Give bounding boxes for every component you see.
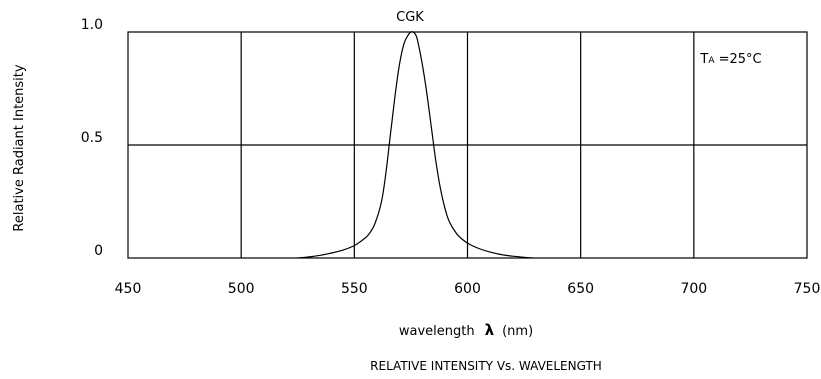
y-axis-tick-labels: 0 0.5 1.0	[81, 17, 103, 259]
x-tick-label: 450	[115, 281, 142, 297]
x-tick-label: 750	[794, 281, 821, 297]
annotation-subscript: A	[708, 56, 715, 66]
x-tick-label: 700	[680, 281, 707, 297]
temperature-annotation: TA =25°C	[699, 52, 761, 67]
annotation-main: T	[699, 52, 708, 67]
lambda-symbol: λ	[485, 321, 495, 339]
x-axis-label: wavelength λ (nm)	[399, 321, 533, 339]
chart-title: CGK	[396, 10, 424, 25]
x-tick-label: 650	[567, 281, 594, 297]
y-tick-label: 1.0	[81, 17, 103, 33]
series-line	[297, 31, 534, 259]
annotation-rest: =25°C	[714, 52, 761, 67]
grid	[128, 32, 807, 258]
x-axis-label-text: wavelength	[399, 324, 475, 339]
y-axis-label: Relative Radiant Intensity	[12, 64, 27, 231]
x-tick-label: 550	[341, 281, 368, 297]
y-tick-label: 0.5	[81, 130, 103, 146]
x-axis-label-unit: (nm)	[502, 324, 533, 339]
x-axis-tick-labels: 450 500 550 600 650 700 750	[115, 281, 821, 297]
chart-caption: RELATIVE INTENSITY Vs. WAVELENGTH	[370, 359, 602, 373]
y-tick-label: 0	[94, 243, 103, 259]
plot-frame	[127, 31, 808, 259]
x-tick-label: 600	[454, 281, 481, 297]
x-tick-label: 500	[228, 281, 255, 297]
